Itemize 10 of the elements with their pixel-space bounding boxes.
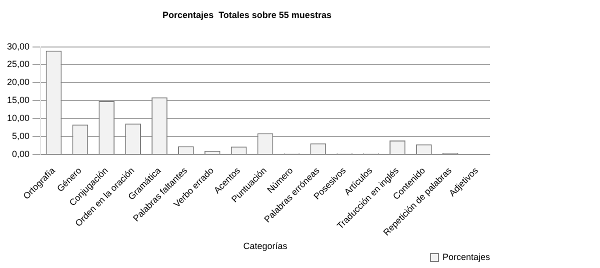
x-axis-title: Categorías: [243, 241, 288, 252]
y-tick-label: 20,00: [6, 77, 30, 88]
y-tick-label: 25,00: [6, 59, 30, 70]
y-tick-label: 15,00: [6, 95, 30, 106]
y-tick-label: 30,00: [6, 41, 30, 52]
chart-title: Porcentajes Totales sobre 55 muestras: [162, 10, 332, 20]
y-tick-label: 0,00: [12, 148, 30, 159]
y-tick-label: 5,00: [12, 131, 30, 142]
text: Porcentajes: [442, 252, 490, 262]
y-tick-label: 10,00: [6, 113, 30, 124]
